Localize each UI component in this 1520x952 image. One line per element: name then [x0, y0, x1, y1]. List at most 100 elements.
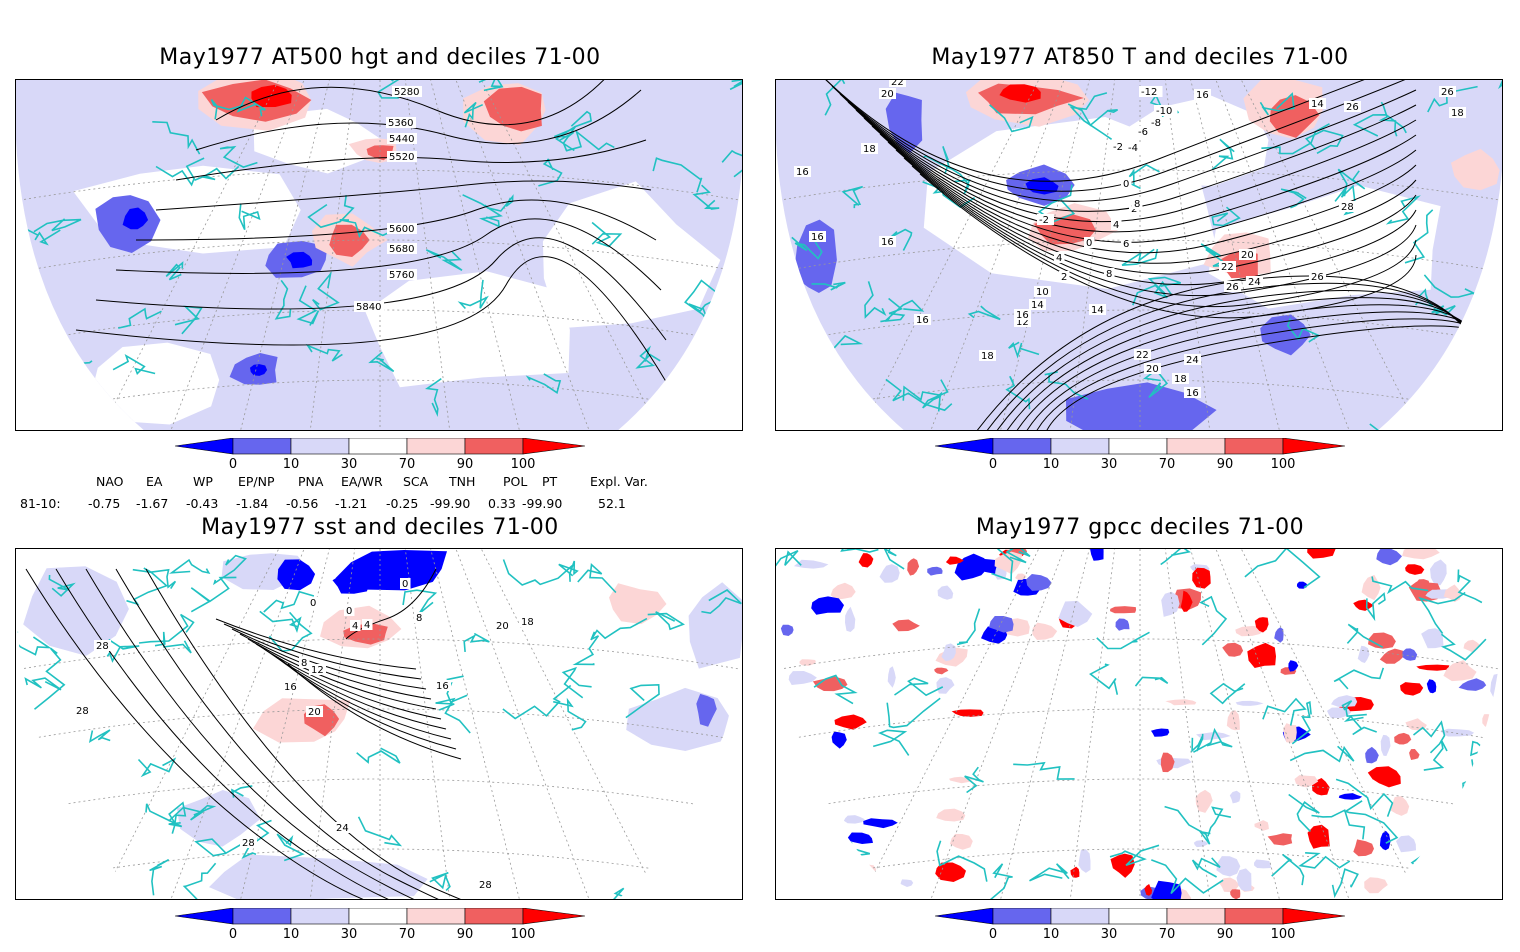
- colorbar-swatch: [934, 907, 994, 925]
- contour-label: 5680: [389, 244, 414, 255]
- contour-label-bg: [1172, 373, 1189, 384]
- decile-region: [23, 566, 129, 656]
- coastline: [1459, 868, 1491, 899]
- coastline: [210, 99, 246, 120]
- coastline: [1291, 701, 1312, 745]
- decile-region: [253, 108, 383, 174]
- coastline: [1109, 844, 1160, 867]
- colorbar-swatch: [992, 907, 1052, 925]
- decile-region: [1405, 718, 1427, 731]
- coastline: [923, 146, 951, 170]
- decile-region: [688, 582, 742, 669]
- decile-region: [1390, 796, 1410, 816]
- decile-region: [892, 619, 920, 632]
- decile-background: [776, 549, 1502, 899]
- decile-region: [1254, 617, 1269, 633]
- coastline: [149, 858, 170, 896]
- contour-label: 2: [1061, 272, 1067, 283]
- coastline: [1013, 761, 1075, 780]
- indices-header: PNA: [298, 474, 324, 489]
- contour-line: [863, 117, 1417, 243]
- colorbar-sst: 0 10 30 70 90 100: [174, 907, 586, 948]
- contour-label: 16: [1016, 310, 1029, 321]
- decile-region: [1058, 600, 1093, 627]
- contour-label-bg: [1339, 201, 1356, 212]
- colorbar-tick-label: 70: [399, 927, 416, 942]
- contour-label: 16: [881, 237, 894, 248]
- coastline: [39, 403, 79, 430]
- contour-label-bg: [334, 822, 351, 833]
- contour-line: [345, 568, 437, 640]
- decile-region: [1283, 723, 1297, 744]
- contour-label: 24: [1248, 277, 1261, 288]
- coastline: [1385, 195, 1421, 225]
- decile-region: [1222, 642, 1244, 657]
- decile-region: [1230, 889, 1241, 899]
- decile-region: [1367, 766, 1401, 788]
- decile-region: [365, 271, 570, 388]
- contour-label-bg: [1014, 309, 1031, 320]
- decile-region: [1400, 682, 1424, 696]
- coastline: [590, 617, 648, 641]
- contour-label-bg: [350, 620, 361, 631]
- coastline: [152, 121, 201, 155]
- decile-region: [945, 556, 964, 565]
- coastline: [840, 549, 879, 553]
- contour-label: 8: [416, 613, 422, 624]
- coastline: [462, 194, 503, 228]
- decile-region: [1353, 599, 1374, 611]
- contour-label-bg: [1239, 249, 1256, 260]
- indices-header: TNH: [449, 474, 476, 489]
- coastline: [1069, 92, 1113, 140]
- colorbar-swatch: [992, 437, 1052, 455]
- coastline: [864, 281, 887, 319]
- decile-region: [1440, 728, 1475, 737]
- decile-region: [1402, 549, 1440, 560]
- contour-line: [215, 618, 417, 670]
- coastline: [478, 80, 504, 92]
- decile-region: [799, 659, 816, 666]
- coastline: [1298, 852, 1351, 869]
- coastline: [525, 373, 562, 394]
- contour-label: 12: [311, 665, 324, 676]
- colorbar-swatch: [1224, 907, 1284, 925]
- contour-label: 18: [863, 144, 876, 155]
- decile-region: [850, 864, 877, 875]
- coastline: [1193, 727, 1233, 753]
- contour-label: 20: [1146, 364, 1159, 375]
- decile-region: [1409, 749, 1420, 760]
- coastline: [1211, 206, 1241, 227]
- indices-value: -1.84: [236, 496, 269, 511]
- contour-label-bg: [1059, 271, 1070, 282]
- indices-header: NAO: [96, 474, 124, 489]
- contour-line: [255, 643, 442, 720]
- contour-label-bg: [1104, 268, 1115, 279]
- coastline: [1343, 715, 1377, 736]
- decile-region: [1015, 573, 1027, 580]
- decile-region: [843, 815, 865, 824]
- decile-region: [999, 84, 1041, 103]
- coastline: [356, 747, 401, 764]
- decile-region: [1032, 622, 1058, 640]
- indices-value: -1.67: [136, 496, 169, 511]
- decile-region: [776, 785, 794, 795]
- colorbar-tick-label: 70: [1159, 927, 1176, 942]
- colorbar-tick-label: 100: [1271, 457, 1296, 472]
- contour-label: 26: [1441, 87, 1454, 98]
- contour-label: -8: [1151, 118, 1161, 129]
- decile-region: [776, 868, 806, 896]
- contour-line: [95, 237, 667, 341]
- contour-line: [823, 80, 1417, 192]
- decile-region: [1379, 648, 1404, 664]
- coastline: [1029, 863, 1070, 882]
- contour-label-bg: [1121, 238, 1132, 249]
- coastline: [956, 608, 981, 646]
- panel-title-sst: May1977 sst and deciles 71-00: [201, 515, 559, 540]
- decile-region: [887, 666, 896, 688]
- colorbar-tick-label: 10: [283, 457, 300, 472]
- map-hgt500: 5280 5360 5440 5520 5600 5680 5760 5840: [16, 80, 742, 430]
- decile-region: [1193, 840, 1209, 848]
- contour-label: 18: [1174, 374, 1187, 385]
